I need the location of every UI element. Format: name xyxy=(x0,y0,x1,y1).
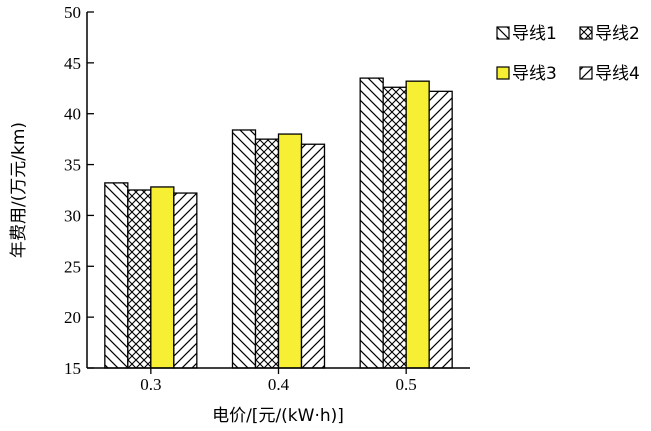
x-ticks-group: 0.3 0.4 0.5 xyxy=(140,368,417,394)
bar xyxy=(127,189,152,369)
y-tick-label: 20 xyxy=(64,308,81,327)
legend-label: 导线1 xyxy=(512,24,557,44)
bars-group xyxy=(104,77,453,369)
y-tick-label: 40 xyxy=(64,105,81,124)
legend-label: 导线3 xyxy=(512,64,557,84)
x-tick-label: 0.4 xyxy=(268,375,290,394)
y-ticks-group: 15 20 25 30 35 40 45 50 xyxy=(64,3,94,378)
bar xyxy=(277,133,303,369)
y-tick-label: 45 xyxy=(64,54,81,73)
legend: 导线1 导线2 导线3 导线4 xyxy=(496,24,640,84)
x-tick-label: 0.5 xyxy=(396,375,417,394)
bar xyxy=(254,138,280,369)
legend-swatch xyxy=(579,26,593,40)
x-tick-label: 0.3 xyxy=(140,375,161,394)
legend-label: 导线4 xyxy=(595,64,640,84)
x-axis-title: 电价/[元/(kW·h)] xyxy=(212,406,344,426)
legend-label: 导线2 xyxy=(595,24,640,44)
bar xyxy=(300,143,326,369)
bar xyxy=(428,90,453,369)
bar xyxy=(359,77,384,369)
legend-swatch xyxy=(496,26,510,40)
y-tick-label: 25 xyxy=(64,257,81,276)
y-tick-label: 30 xyxy=(64,206,81,225)
bar xyxy=(231,129,257,369)
y-tick-label: 50 xyxy=(64,3,81,22)
legend-swatch xyxy=(496,66,510,80)
legend-swatch xyxy=(579,66,593,80)
y-tick-label: 15 xyxy=(64,359,81,378)
bar xyxy=(382,86,407,369)
y-axis-title: 年费用/(万元/km) xyxy=(9,122,29,258)
bar xyxy=(150,186,175,369)
bar xyxy=(173,192,198,369)
bar xyxy=(104,182,129,369)
bar xyxy=(405,80,430,369)
y-tick-label: 35 xyxy=(64,156,81,175)
